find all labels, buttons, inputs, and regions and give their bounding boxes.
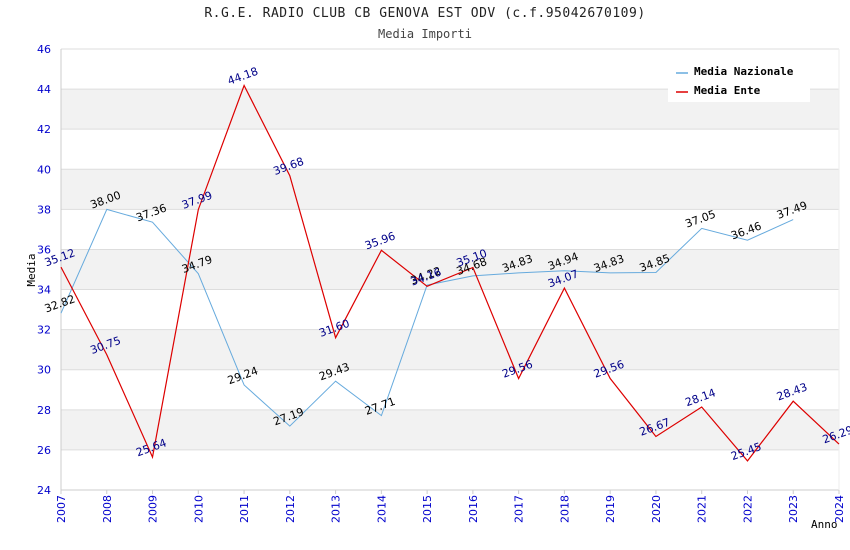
data-label: 28.43 (775, 380, 809, 403)
x-tick-label: 2022 (741, 495, 754, 523)
series-line-media-ente (60, 84, 840, 462)
chart-subtitle: Media Importi (378, 27, 472, 41)
series-line-media-nazionale (60, 208, 794, 427)
x-tick-label: 2012 (284, 495, 297, 523)
x-tick-label: 2009 (147, 495, 160, 523)
grid-band (61, 329, 839, 370)
y-axis-title: Media (25, 253, 38, 286)
legend-label-media-nazionale: Media Nazionale (694, 65, 794, 78)
y-tick-label: 36 (37, 243, 51, 256)
axes (60, 49, 840, 491)
data-label: 44.18 (226, 65, 260, 88)
x-tick-label: 2018 (558, 495, 571, 523)
grid-band (61, 169, 839, 210)
y-tick-label: 44 (37, 83, 51, 96)
x-tick-label: 2016 (467, 495, 480, 523)
y-tick-label: 42 (37, 123, 51, 136)
y-tick-label: 46 (37, 43, 51, 56)
y-tick-label: 28 (37, 404, 51, 417)
x-tick-label: 2011 (238, 495, 251, 523)
grid-band (61, 409, 839, 450)
chart-title: R.G.E. RADIO CLUB CB GENOVA EST ODV (c.f… (204, 6, 646, 21)
x-tick-label: 2023 (787, 495, 800, 523)
x-tick-label: 2015 (421, 495, 434, 523)
x-tick-label: 2020 (650, 495, 663, 523)
y-tick-label: 34 (37, 284, 51, 297)
y-tick-label: 30 (37, 364, 51, 377)
y-tick-label: 32 (37, 324, 51, 337)
x-tick-label: 2014 (375, 495, 388, 523)
x-tick-label: 2024 (833, 495, 846, 523)
y-tick-labels: 24 26 28 30 32 34 36 38 40 42 44 46 (37, 43, 51, 497)
x-tick-labels: 2007 2008 2009 2010 2011 2012 2013 2014 2015 2016… (55, 490, 846, 523)
data-label: 37.05 (683, 208, 717, 231)
grid-bands (61, 89, 839, 450)
y-tick-label: 40 (37, 163, 51, 176)
x-tick-label: 2017 (513, 495, 526, 523)
y-tick-label: 24 (37, 484, 51, 497)
data-label: 36.46 (729, 219, 763, 242)
y-tick-label: 38 (37, 203, 51, 216)
data-label: 28.14 (683, 386, 717, 409)
grid-band (61, 249, 839, 290)
legend-label-media-ente: Media Ente (694, 84, 761, 97)
legend-box (668, 60, 810, 102)
x-tick-label: 2007 (55, 495, 68, 523)
legend: Media Nazionale Media Ente (668, 60, 810, 102)
x-tick-label: 2021 (696, 495, 709, 523)
x-tick-label: 2013 (330, 495, 343, 523)
x-axis-title: Anno (811, 518, 838, 531)
series-lines (60, 84, 840, 462)
x-tick-label: 2019 (604, 495, 617, 523)
x-tick-label: 2008 (101, 495, 114, 523)
x-tick-label: 2010 (192, 495, 205, 523)
y-tick-label: 26 (37, 444, 51, 457)
